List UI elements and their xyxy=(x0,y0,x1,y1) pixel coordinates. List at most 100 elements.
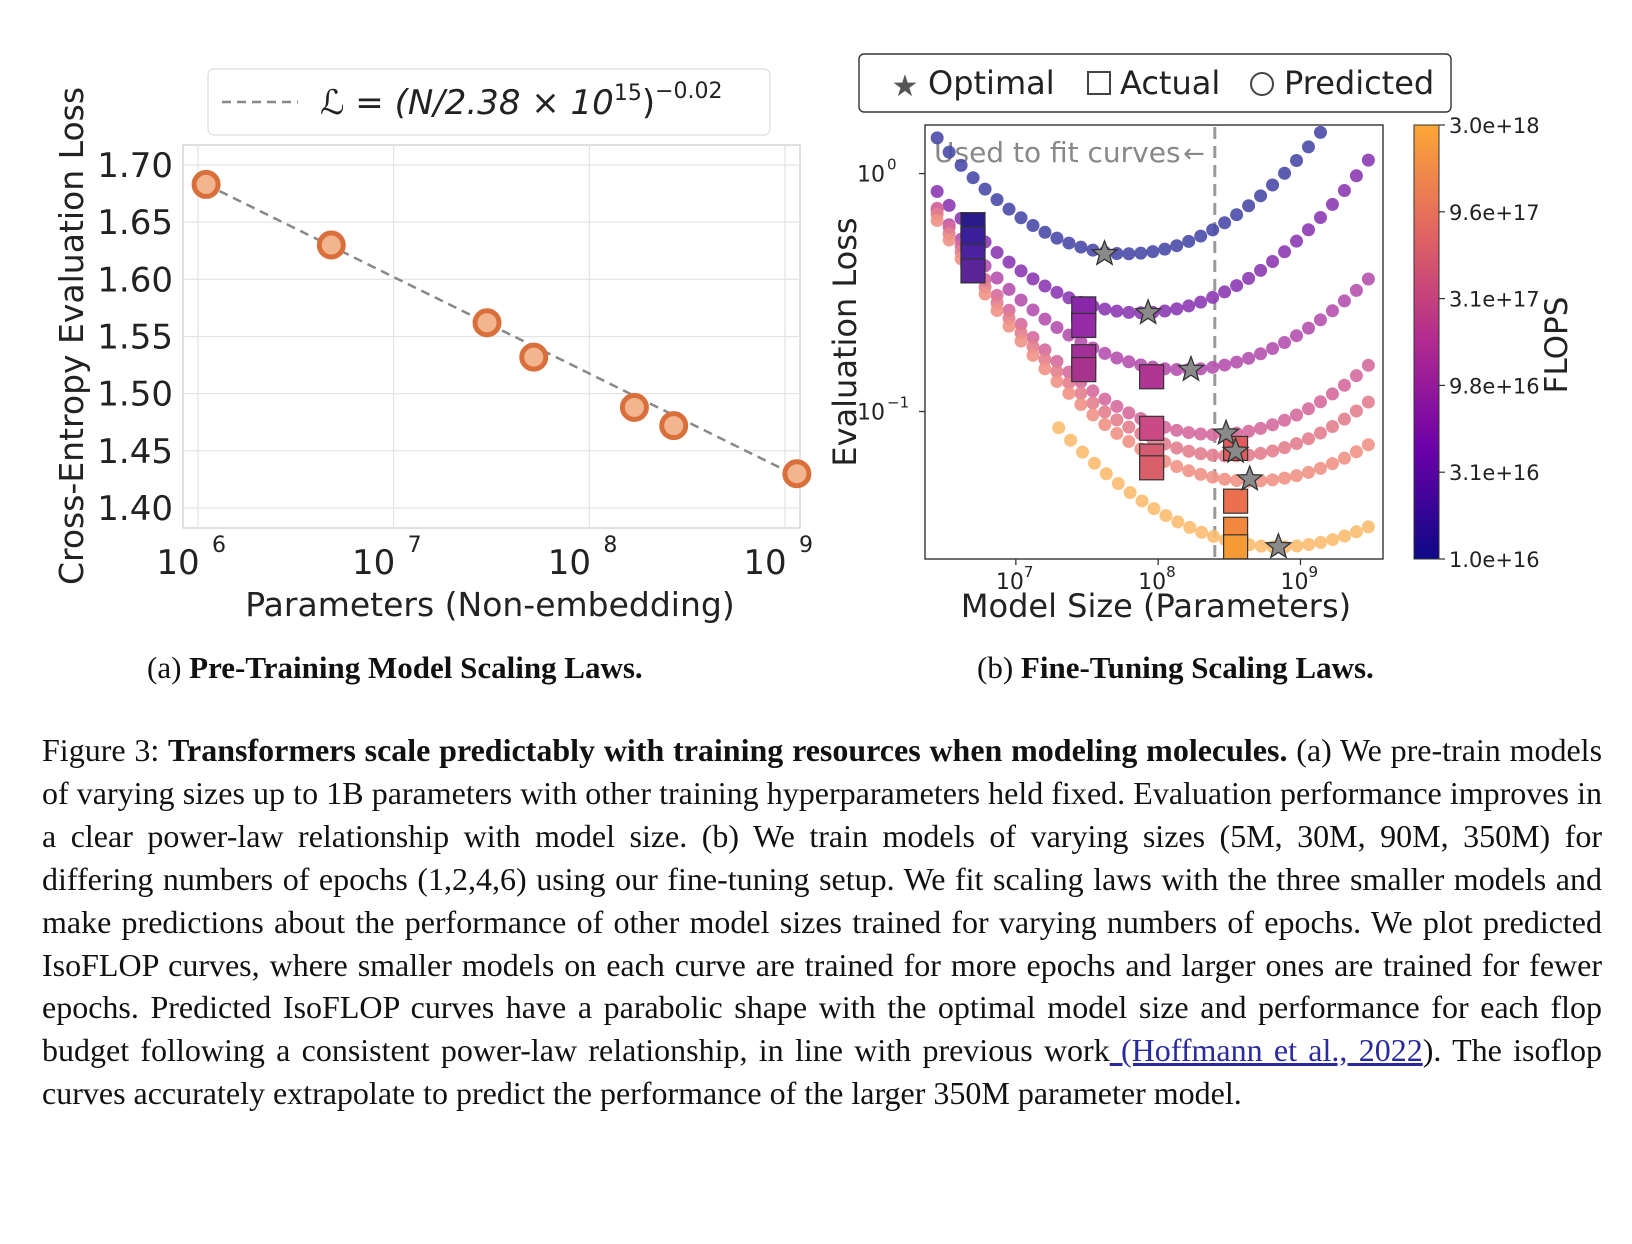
predicted-point xyxy=(1087,456,1101,470)
predicted-point xyxy=(1122,355,1136,369)
predicted-point xyxy=(1337,412,1351,426)
panel-b-plot-area xyxy=(924,124,1384,560)
predicted-point xyxy=(1110,426,1124,440)
predicted-point xyxy=(1278,441,1292,455)
caption-body-1: (a) We pre-train models of varying sizes… xyxy=(42,732,1603,1069)
y-tick-label: 1.55 xyxy=(97,318,173,358)
x-tick-label: 10 xyxy=(548,543,591,583)
panel-a-legend-label: ℒ = (N/2.38 × 1015)−0.02 xyxy=(320,79,723,123)
predicted-point xyxy=(1349,369,1363,383)
predicted-point xyxy=(1110,399,1124,413)
predicted-point xyxy=(1002,282,1016,296)
predicted-point xyxy=(1170,423,1184,437)
predicted-point xyxy=(1122,435,1136,449)
predicted-point xyxy=(1014,211,1028,225)
predicted-point xyxy=(1278,166,1292,180)
predicted-point xyxy=(1026,219,1040,233)
legend-formula-main: ℒ = (N/2.38 × 10 xyxy=(320,83,614,123)
predicted-point xyxy=(1361,395,1375,409)
citation-link[interactable]: (Hoffmann et al., 2022 xyxy=(1109,1032,1423,1069)
predicted-point xyxy=(1038,225,1052,239)
x-tick-exponent: 6 xyxy=(212,533,226,558)
predicted-point xyxy=(954,158,968,172)
panel-b-x-ticks: 10 7 10 8 10 9 xyxy=(996,559,1318,595)
predicted-point xyxy=(1266,418,1280,432)
predicted-point xyxy=(1014,334,1028,348)
predicted-point xyxy=(1122,305,1136,319)
predicted-point xyxy=(1314,535,1328,549)
panel-b-optimal-markers xyxy=(1090,238,1293,559)
predicted-point xyxy=(990,271,1004,285)
predicted-point xyxy=(1159,509,1173,523)
predicted-point xyxy=(1050,285,1064,299)
predicted-point xyxy=(1050,374,1064,388)
predicted-point xyxy=(1064,433,1078,447)
predicted-point xyxy=(1170,302,1184,316)
predicted-point xyxy=(1218,358,1232,372)
optimal-star-marker xyxy=(1090,238,1119,266)
actual-marker xyxy=(1222,488,1249,514)
predicted-point xyxy=(1122,247,1136,261)
predicted-point xyxy=(1182,234,1196,248)
predicted-point xyxy=(1110,304,1124,318)
data-point xyxy=(619,392,649,422)
panel-a-x-ticks: 10 6 10 7 10 8 10 9 xyxy=(156,533,813,583)
predicted-point xyxy=(1361,438,1375,452)
predicted-point xyxy=(1194,295,1208,309)
actual-marker xyxy=(1139,455,1165,481)
predicted-point xyxy=(1361,520,1375,534)
predicted-point xyxy=(1266,254,1280,268)
legend-formula-sup2: −0.02 xyxy=(655,79,722,104)
predicted-point xyxy=(1014,264,1028,278)
optimal-star-marker xyxy=(1221,436,1250,464)
fit-cutoff-arrow-icon: ← xyxy=(1183,139,1205,169)
predicted-point xyxy=(1182,464,1196,478)
x-tick-exponent: 8 xyxy=(603,533,617,558)
figure-caption: Figure 3: Transformers scale predictably… xyxy=(42,729,1602,1115)
predicted-point xyxy=(1170,459,1184,473)
predicted-point xyxy=(1254,539,1268,553)
predicted-point xyxy=(1026,348,1040,362)
optimal-star-marker xyxy=(1176,354,1206,382)
predicted-point xyxy=(1206,448,1220,462)
predicted-point xyxy=(1290,539,1304,553)
y-tick-exponent: 0 xyxy=(887,156,897,174)
predicted-point xyxy=(1301,465,1315,479)
predicted-point xyxy=(1302,538,1316,552)
x-tick-exponent: 7 xyxy=(408,533,422,558)
predicted-point xyxy=(1135,494,1149,508)
predicted-point xyxy=(1266,444,1280,458)
predicted-point xyxy=(1002,202,1016,216)
colorbar-tick-label: 3.0e+18 xyxy=(1449,114,1540,138)
x-tick-label: 10 xyxy=(1280,570,1308,595)
predicted-point xyxy=(1050,365,1064,379)
legend-formula-mid: ) xyxy=(642,83,655,123)
predicted-point xyxy=(1301,223,1315,237)
actual-marker xyxy=(1071,312,1097,339)
predicted-point xyxy=(1002,319,1016,333)
predicted-point xyxy=(1313,313,1327,327)
predicted-point xyxy=(1098,346,1112,360)
predicted-point xyxy=(1123,486,1137,500)
panel-a-grid xyxy=(183,145,800,528)
predicted-point xyxy=(1099,467,1113,481)
predicted-point xyxy=(1278,245,1292,259)
predicted-point xyxy=(1266,473,1280,487)
y-tick-label: 1.40 xyxy=(97,489,173,529)
predicted-point xyxy=(1098,302,1112,316)
predicted-point xyxy=(1337,378,1351,392)
x-tick-label: 10 xyxy=(156,543,199,583)
predicted-point xyxy=(1278,413,1292,427)
predicted-point xyxy=(1050,320,1064,334)
predicted-point xyxy=(1206,360,1220,374)
actual-marker xyxy=(960,258,986,284)
predicted-point xyxy=(1194,447,1208,461)
panel-b-subcaption: (b) Fine-Tuning Scaling Laws. xyxy=(977,650,1374,686)
predicted-point xyxy=(1313,395,1327,409)
optimal-star-marker xyxy=(1211,418,1241,446)
predicted-point xyxy=(1194,467,1208,481)
y-tick-label: 10 xyxy=(857,401,885,426)
predicted-point xyxy=(1266,342,1280,356)
predicted-point xyxy=(1301,432,1315,446)
predicted-point xyxy=(1313,125,1327,139)
